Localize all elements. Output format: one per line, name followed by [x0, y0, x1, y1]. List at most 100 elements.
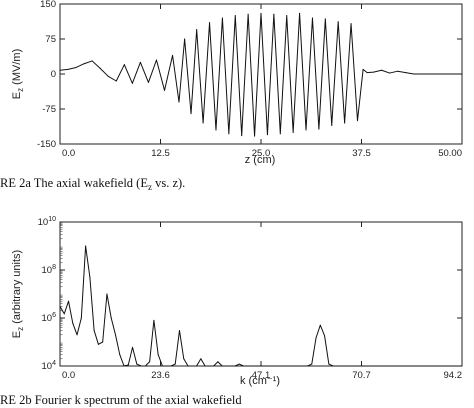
- chart-a-data-point: [453, 73, 455, 75]
- chart-a-data-point: [139, 61, 141, 63]
- chart-b-data-point: [59, 306, 61, 308]
- chart-b-data-point: [63, 313, 65, 315]
- chart-a-x-label: z (cm): [245, 154, 276, 166]
- chart-b-data-point: [132, 346, 134, 348]
- chart-b-data-point: [461, 365, 463, 367]
- chart-a-data-point: [292, 131, 294, 133]
- chart-a-data-point: [131, 82, 133, 84]
- chart-a-data-point: [305, 129, 307, 131]
- chart-a-series: [59, 12, 463, 137]
- chart-a-data-point: [461, 73, 463, 75]
- chart-a-data-point: [99, 67, 101, 69]
- chart-a-data-point: [389, 72, 391, 74]
- chart-b-data-point: [319, 324, 321, 326]
- chart-b-data-point: [225, 365, 227, 367]
- chart-a-y-ticks: 150 75 0 -75 -150: [37, 0, 462, 150]
- chart-b-data-point: [123, 365, 125, 367]
- chart-a-data-point: [273, 13, 275, 15]
- chart-b-data-point: [311, 363, 313, 365]
- chart-a-data-point: [279, 133, 281, 135]
- chart-b-data-point: [324, 335, 326, 337]
- chart-a-data-point: [172, 54, 174, 56]
- chart-a-data-point: [123, 64, 125, 66]
- chart-a-data-point: [91, 60, 93, 62]
- chart-b-data-point: [170, 365, 172, 367]
- chart-a-y-tick-label: -150: [37, 139, 56, 150]
- chart-a-data-point: [318, 128, 320, 130]
- chart-b-x-tick-label: 23.6: [151, 370, 170, 381]
- chart-b-data-point: [260, 365, 262, 367]
- chart-a-x-tick-label: 12.5: [151, 148, 170, 159]
- chart-b-x-ticks: 0.0 23.6 47.1 70.7 94.2: [59, 222, 463, 381]
- chart-b-data-point: [153, 319, 155, 321]
- chart-a-data-point: [350, 23, 352, 25]
- chart-b-data-point: [234, 365, 236, 367]
- chart-a-data-point: [362, 68, 364, 70]
- chart-a-y-tick-label: 150: [40, 0, 56, 10]
- chart-a-data-point: [286, 15, 288, 17]
- chart-a-data-point: [381, 69, 383, 71]
- chart-a-x-tick-label: 25.0: [252, 148, 271, 159]
- chart-b-y-tick-label: 104: [42, 360, 57, 372]
- chart-b-data-point: [400, 365, 402, 367]
- chart-a-data-point: [299, 12, 301, 14]
- chart-a-data-point: [209, 22, 211, 24]
- chart-b-data-point: [208, 365, 210, 367]
- chart-a-x-tick-label: 37.5: [352, 148, 371, 159]
- chart-b-data-point: [238, 363, 240, 365]
- chart-b-data-point: [251, 365, 253, 367]
- chart-b-data-point: [102, 341, 104, 343]
- chart-b-data-point: [85, 245, 87, 247]
- chart-b-data-point: [332, 365, 334, 367]
- chart-b-data-point: [174, 363, 176, 365]
- chart-a-data-point: [155, 59, 157, 61]
- chart-b-data-point: [204, 365, 206, 367]
- chart-b-y-tick-label: 106: [42, 312, 57, 324]
- chart-b-data-point: [110, 317, 112, 319]
- chart-b-data-point: [114, 334, 116, 336]
- chart-b-series-line: [59, 245, 462, 367]
- chart-a-data-point: [373, 71, 375, 73]
- chart-b-series: [59, 245, 463, 367]
- chart-b-data-point: [196, 365, 198, 367]
- chart-a-data-point: [241, 135, 243, 137]
- chart-b-x-label: k (cm⁻¹): [240, 375, 280, 387]
- chart-a-data-point: [247, 13, 249, 15]
- chart-a-data-point: [331, 124, 333, 126]
- chart-a-data-point: [75, 66, 77, 68]
- chart-a: 150 75 0 -75 -150 0.0 12.5 25.0 37.5 50.00 z (cm…: [0, 0, 463, 192]
- chart-b-data-point: [166, 365, 168, 367]
- chart-a-data-point: [413, 73, 415, 75]
- chart-b-data-point: [140, 365, 142, 367]
- chart-a-data-point: [421, 73, 423, 75]
- chart-b-data-point: [144, 365, 146, 367]
- chart-b-data-point: [200, 358, 202, 360]
- chart-a-series-line: [59, 12, 462, 137]
- chart-b-data-point: [217, 361, 219, 363]
- chart-a-y-tick-label: 75: [45, 34, 56, 45]
- chart-b-data-point: [68, 300, 70, 302]
- chart-b-data-point: [187, 365, 189, 367]
- chart-b-data-point: [264, 365, 266, 367]
- chart-a-caption: RE 2a The axial wakefield (Ez vs. z).: [0, 176, 185, 192]
- chart-a-x-ticks: 0.0 12.5 25.0 37.5 50.00: [59, 4, 463, 159]
- chart-a-y-tick-label: 0: [51, 69, 56, 80]
- chart-b-data-point: [178, 330, 180, 332]
- chart-b-data-point: [80, 317, 82, 319]
- chart-a-x-tick-label: 0.0: [62, 148, 75, 159]
- chart-b-data-point: [307, 365, 309, 367]
- chart-a-data-point: [228, 133, 230, 135]
- chart-b-data-point: [93, 330, 95, 332]
- chart-a-data-point: [337, 21, 339, 23]
- chart-b-data-point: [157, 354, 159, 356]
- chart-a-plot-frame: [59, 3, 463, 145]
- chart-b-data-point: [89, 276, 91, 278]
- chart-a-data-point: [83, 63, 85, 65]
- chart-a-data-point: [254, 135, 256, 137]
- chart-a-data-point: [311, 17, 313, 19]
- chart-a-data-point: [178, 101, 180, 103]
- chart-a-x-tick-label: 50.00: [438, 148, 462, 159]
- chart-b-x-tick-label: 0.0: [62, 370, 75, 381]
- chart-b-y-tick-label: 1010: [38, 216, 56, 228]
